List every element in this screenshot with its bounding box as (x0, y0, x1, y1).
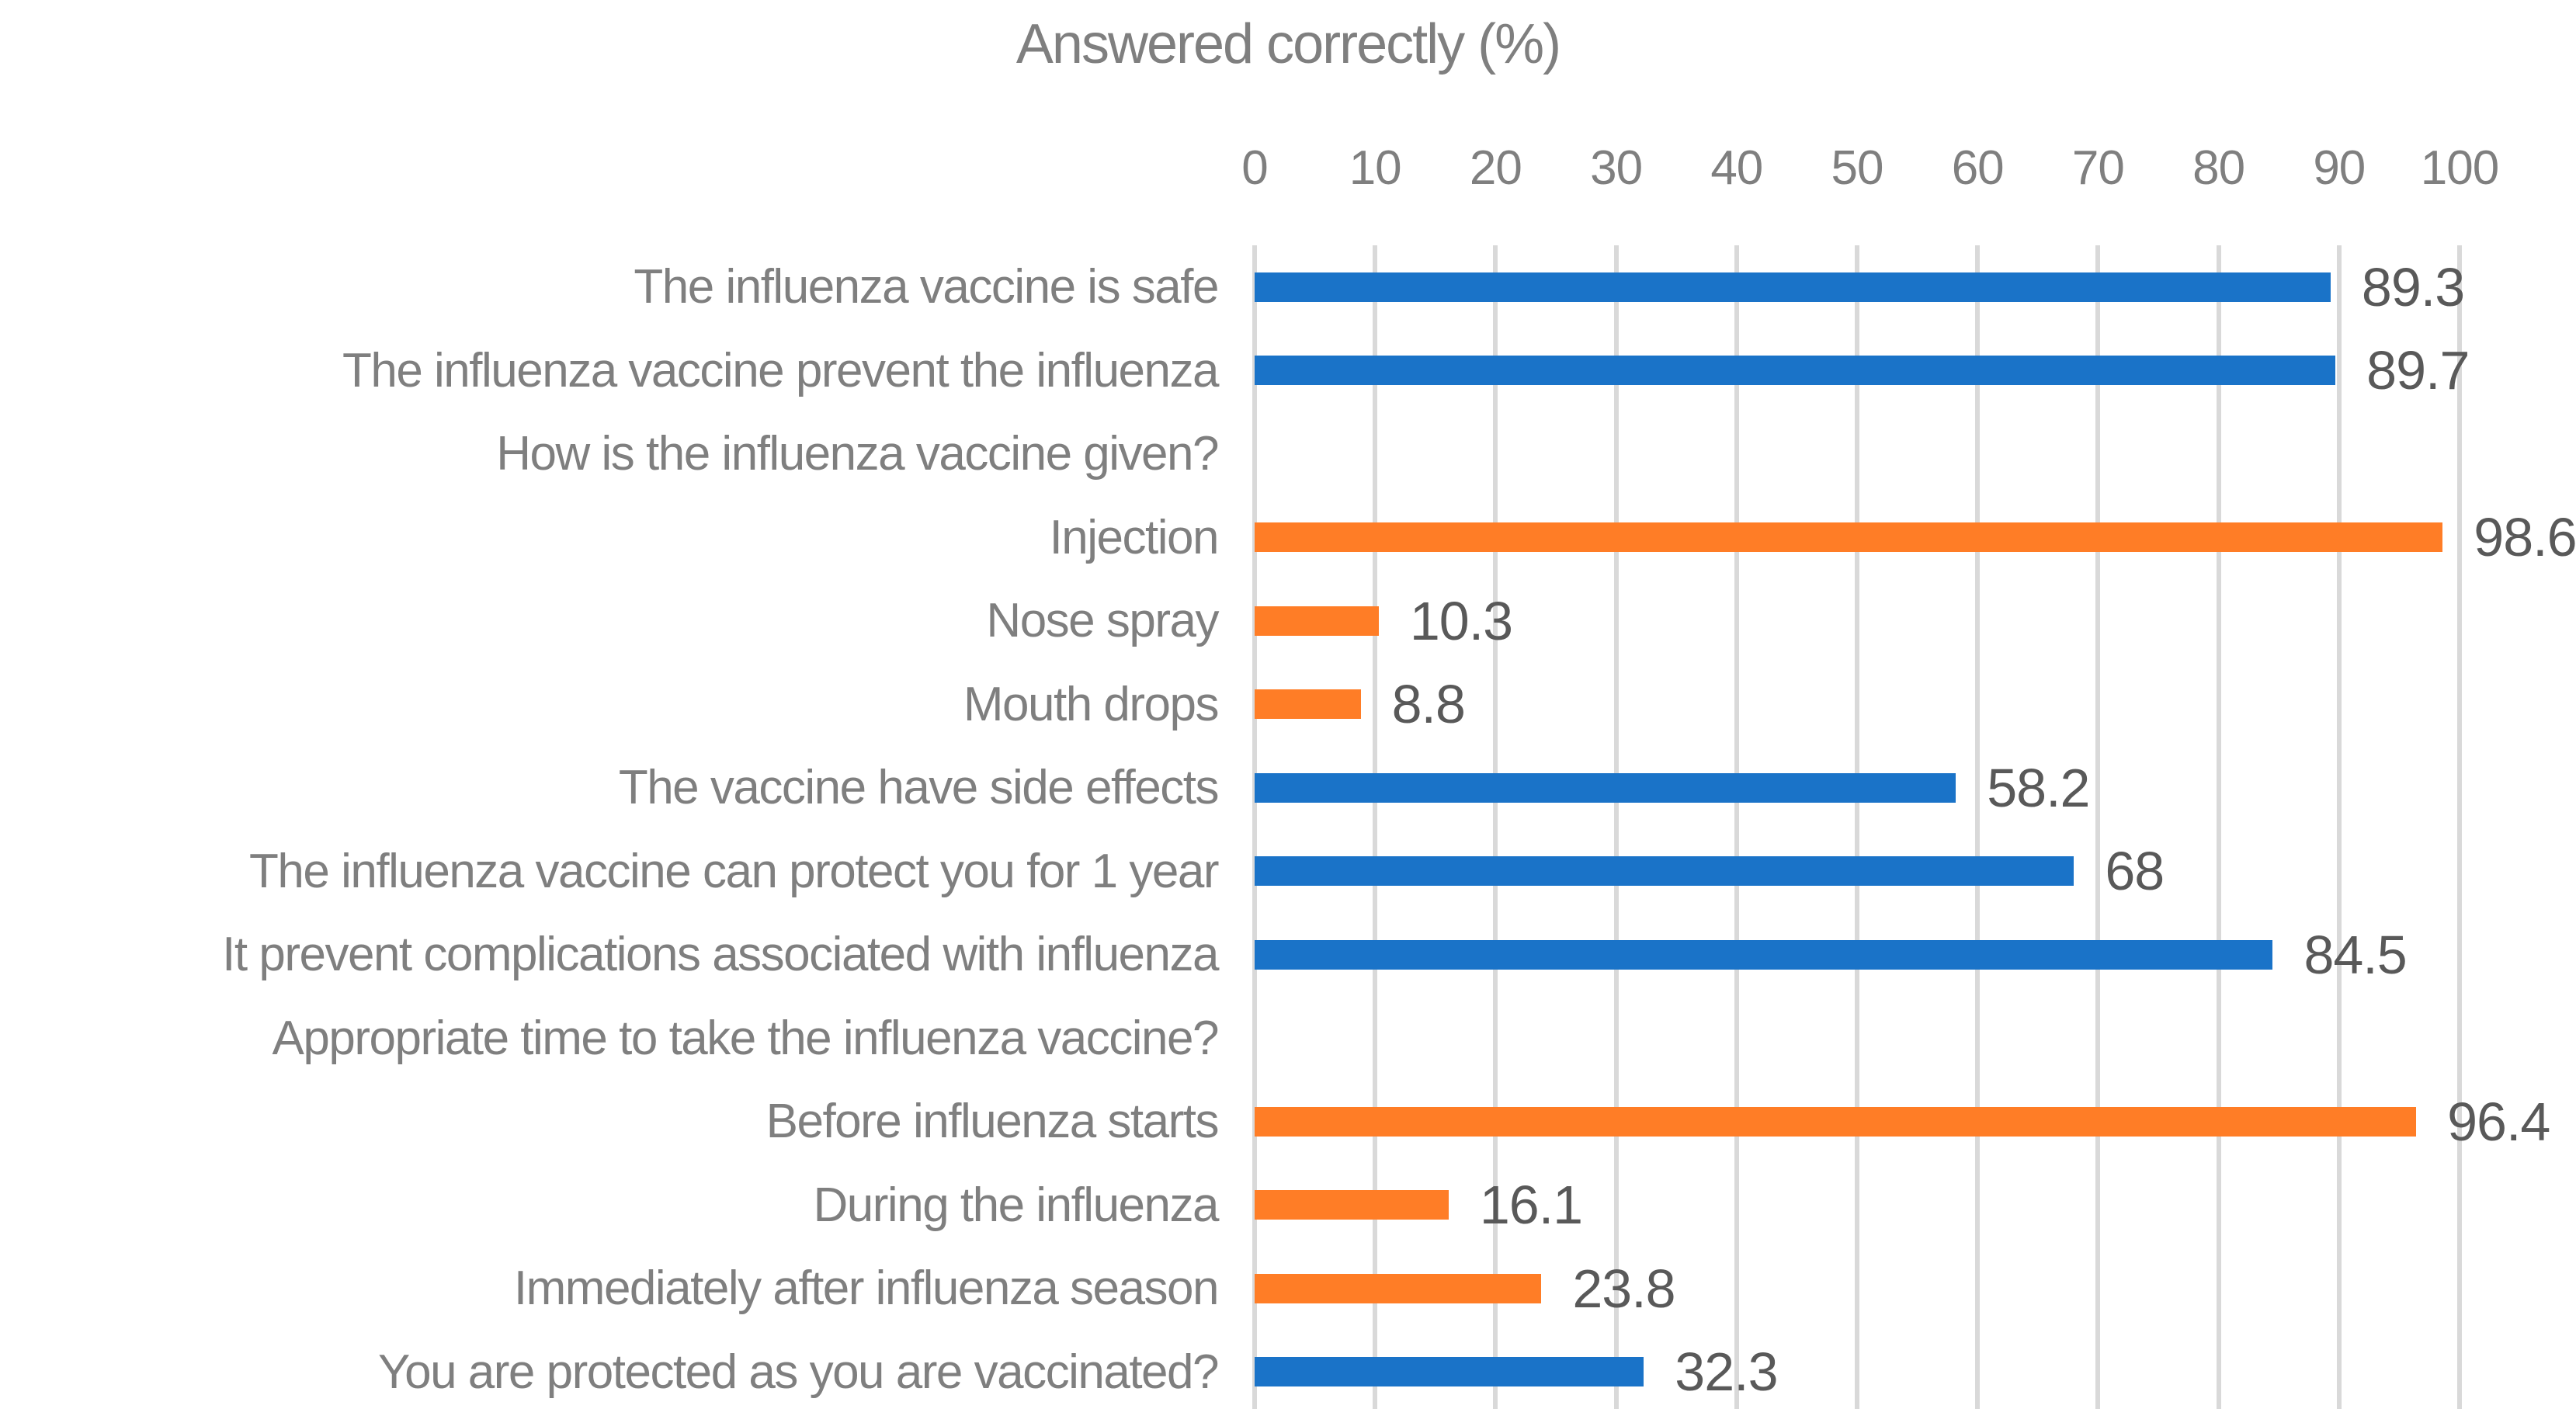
chart-row: It prevent complications associated with… (0, 913, 2576, 997)
chart-row: The influenza vaccine can protect you fo… (0, 830, 2576, 914)
bar-track (1255, 997, 2460, 1081)
value-label: 98.6 (2474, 507, 2576, 568)
bar-track: 10.3 (1255, 579, 2460, 663)
chart-row: Mouth drops 8.8 (0, 663, 2576, 747)
value-label: 89.7 (2366, 340, 2470, 401)
chart-row: How is the influenza vaccine given? (0, 412, 2576, 496)
category-label: During the influenza (813, 1178, 1220, 1232)
gridline (1855, 245, 1859, 1409)
category-label: How is the influenza vaccine given? (496, 427, 1219, 481)
x-axis-tick: 90 (2313, 141, 2366, 195)
chart-row: The influenza vaccine prevent the influe… (0, 329, 2576, 413)
bar-track: 89.7 (1255, 329, 2470, 413)
x-axis-tick: 60 (1951, 141, 2005, 195)
value-label: 23.8 (1572, 1258, 1675, 1319)
chart-row: Injection 98.6 (0, 496, 2576, 580)
x-axis-tick: 80 (2192, 141, 2245, 195)
chart-row: The vaccine have side effects 58.2 (0, 746, 2576, 830)
category-label: Immediately after influenza season (513, 1262, 1220, 1316)
bar-track: 58.2 (1255, 746, 2460, 830)
x-axis: 0 10 20 30 40 50 60 70 80 90 100 (1241, 141, 2499, 195)
bar (1255, 1357, 1644, 1387)
gridline (2336, 245, 2342, 1409)
bar (1255, 272, 2331, 302)
x-axis-tick: 100 (2420, 141, 2499, 195)
value-label: 84.5 (2303, 924, 2407, 985)
category-label: Mouth drops (963, 677, 1220, 731)
x-axis-tick: 10 (1349, 141, 1402, 195)
chart-row: Before influenza starts 96.4 (0, 1080, 2576, 1164)
chart-row: Appropriate time to take the influenza v… (0, 997, 2576, 1081)
gridline (1252, 245, 1257, 1409)
x-axis-tick: 50 (1831, 141, 1884, 195)
chart-row: During the influenza 16.1 (0, 1164, 2576, 1248)
bar-track: 98.6 (1255, 496, 2576, 580)
chart-row: The influenza vaccine is safe 89.3 (0, 245, 2576, 329)
bar (1255, 856, 2074, 887)
bar (1255, 1273, 1542, 1303)
chart-row: You are protected as you are vaccinated?… (0, 1331, 2576, 1409)
bar-track: 8.8 (1255, 663, 2460, 747)
category-label: Before influenza starts (766, 1095, 1220, 1149)
bar (1255, 689, 1361, 720)
gridline (1373, 245, 1378, 1409)
bar-track: 89.3 (1255, 245, 2465, 329)
category-label: The vaccine have side effects (618, 761, 1220, 815)
category-label: The influenza vaccine prevent the influe… (342, 343, 1220, 397)
category-label: Nose spray (986, 594, 1219, 648)
chart-row: Nose spray 10.3 (0, 579, 2576, 663)
value-label: 96.4 (2447, 1091, 2550, 1152)
gridline (1613, 245, 1619, 1409)
gridline (1734, 245, 1739, 1409)
bar-track: 23.8 (1255, 1247, 2460, 1331)
category-label: It prevent complications associated with… (222, 928, 1219, 982)
gridline (1975, 245, 1981, 1409)
bar-track: 96.4 (1255, 1080, 2550, 1164)
category-label: The influenza vaccine is safe (634, 260, 1219, 314)
gridline (1493, 245, 1498, 1409)
value-label: 32.3 (1675, 1341, 1778, 1403)
value-label: 89.3 (2361, 256, 2465, 318)
value-label: 8.8 (1391, 674, 1466, 735)
category-label: The influenza vaccine can protect you fo… (249, 844, 1219, 898)
plot-area (1252, 245, 2462, 1409)
chart-row: Immediately after influenza season 23.8 (0, 1247, 2576, 1331)
x-axis-tick: 40 (1710, 141, 1763, 195)
value-label: 10.3 (1409, 590, 1513, 651)
x-axis-tick: 70 (2071, 141, 2125, 195)
gridline (2457, 245, 2462, 1409)
bar (1255, 522, 2443, 553)
value-label: 58.2 (1987, 757, 2090, 818)
bar (1255, 772, 1956, 803)
bar (1255, 939, 2273, 970)
gridline (2216, 245, 2221, 1409)
bar-rows: The influenza vaccine is safe 89.3 The inf… (0, 245, 2576, 1409)
value-label: 16.1 (1479, 1175, 1583, 1236)
bar-track: 16.1 (1255, 1164, 2460, 1248)
bar (1255, 1190, 1449, 1220)
bar (1255, 606, 1379, 636)
bar (1255, 356, 2336, 386)
bar (1255, 1106, 2417, 1137)
chart-title: Answered correctly (%) (1015, 13, 1561, 75)
category-label: You are protected as you are vaccinated? (377, 1345, 1220, 1399)
bar-track: 84.5 (1255, 913, 2460, 997)
category-label: Appropriate time to take the influenza v… (272, 1011, 1220, 1065)
x-axis-tick: 20 (1469, 141, 1522, 195)
category-label: Injection (1049, 510, 1220, 564)
bar-track (1255, 412, 2460, 496)
x-axis-tick: 30 (1590, 141, 1643, 195)
bar-track: 68 (1255, 830, 2460, 914)
value-label: 68 (2105, 841, 2165, 902)
x-axis-tick: 0 (1241, 141, 1268, 195)
bar-track: 32.3 (1255, 1331, 2460, 1409)
gridline (2095, 245, 2101, 1409)
